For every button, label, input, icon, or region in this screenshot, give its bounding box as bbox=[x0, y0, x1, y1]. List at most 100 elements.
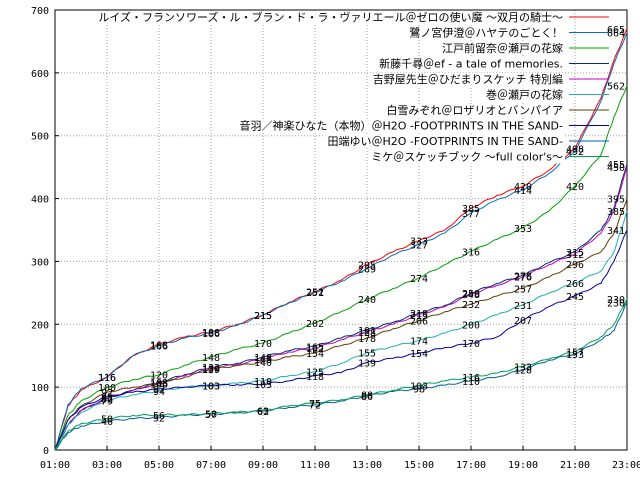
data-label: 118 bbox=[306, 372, 324, 383]
data-label: 128 bbox=[514, 366, 532, 377]
data-label: 316 bbox=[462, 247, 480, 258]
legend-label: 吉野屋先生＠ひだまりスケッチ 特別編 bbox=[373, 72, 563, 86]
series-line-3 bbox=[54, 85, 628, 451]
data-label: 82 bbox=[101, 394, 113, 405]
data-label: 116 bbox=[98, 373, 116, 384]
data-label: 103 bbox=[202, 381, 220, 392]
x-tick-label: 21:00 bbox=[560, 460, 590, 471]
data-label: 312 bbox=[566, 250, 584, 261]
data-label: 85 bbox=[101, 393, 113, 404]
data-label: 170 bbox=[462, 339, 480, 350]
legend-bg bbox=[384, 104, 565, 117]
data-label: 191 bbox=[358, 326, 376, 337]
data-label: 98 bbox=[413, 384, 425, 395]
data-label: 120 bbox=[150, 371, 168, 382]
data-label: 178 bbox=[358, 334, 376, 345]
data-label: 168 bbox=[150, 340, 168, 351]
data-label: 385 bbox=[607, 207, 625, 218]
data-label: 200 bbox=[462, 320, 480, 331]
data-label: 103 bbox=[410, 381, 428, 392]
data-label: 207 bbox=[514, 316, 532, 327]
y-tick-label: 600 bbox=[31, 69, 49, 80]
legend: ルイズ・フランソワーズ・ル・ブラン・ド・ラ・ヴァリエール＠ゼロの使い魔 ～双月の… bbox=[96, 10, 609, 164]
data-label: 52 bbox=[153, 413, 165, 424]
series-line-7 bbox=[54, 198, 628, 451]
y-tick-label: 300 bbox=[31, 257, 49, 268]
data-label: 108 bbox=[150, 378, 168, 389]
x-tick-label: 11:00 bbox=[300, 460, 330, 471]
data-label: 133 bbox=[514, 362, 532, 373]
data-label: 88 bbox=[361, 391, 373, 402]
data-label: 148 bbox=[254, 353, 272, 364]
data-label: 125 bbox=[306, 367, 324, 378]
legend-label: 白雪みぞれ＠ロザリオとバンパイア bbox=[386, 103, 563, 117]
series-line-2 bbox=[54, 32, 628, 451]
data-label: 240 bbox=[358, 295, 376, 306]
x-tick-label: 23:00 bbox=[612, 460, 640, 471]
legend-label: 新藤千尋＠ef - a tale of memories. bbox=[379, 57, 563, 71]
legend-label: 鷺ノ宮伊澄＠ハヤテのごとく！ bbox=[409, 26, 563, 40]
legend-bg bbox=[325, 135, 565, 148]
data-label: 218 bbox=[410, 309, 428, 320]
data-label: 106 bbox=[150, 379, 168, 390]
data-label: 110 bbox=[254, 377, 272, 388]
data-label: 420 bbox=[514, 182, 532, 193]
y-tick-label: 400 bbox=[31, 195, 49, 206]
data-label: 75 bbox=[309, 399, 321, 410]
data-label: 62 bbox=[257, 407, 269, 418]
data-label: 188 bbox=[358, 328, 376, 339]
data-label: 46 bbox=[101, 417, 113, 428]
legend-label: 巻＠瀬戸の花嫁 bbox=[486, 88, 563, 102]
data-label: 202 bbox=[306, 319, 324, 330]
legend-label: ミケ＠スケッチブック ～full color's～ bbox=[371, 150, 563, 164]
data-label: 166 bbox=[150, 342, 168, 353]
data-label: 72 bbox=[309, 401, 321, 412]
data-label: 162 bbox=[306, 344, 324, 355]
legend-bg bbox=[377, 57, 565, 71]
data-label: 56 bbox=[153, 411, 165, 422]
data-label: 266 bbox=[566, 279, 584, 290]
x-tick-label: 13:00 bbox=[352, 460, 382, 471]
data-label: 100 bbox=[98, 383, 116, 394]
data-label: 250 bbox=[462, 289, 480, 300]
data-label: 455 bbox=[607, 160, 625, 171]
x-tick-label: 17:00 bbox=[456, 460, 486, 471]
y-tick-label: 500 bbox=[31, 132, 49, 143]
data-label: 296 bbox=[566, 260, 584, 271]
legend-label: 音羽／神楽ひなた（本物）＠H2O -FOOTPRINTS IN THE SAND… bbox=[240, 119, 564, 133]
data-label: 420 bbox=[566, 182, 584, 193]
data-label: 94 bbox=[153, 387, 165, 398]
series-line-8 bbox=[54, 229, 628, 451]
data-label: 140 bbox=[254, 358, 272, 369]
data-label: 154 bbox=[410, 349, 428, 360]
y-tick-label: 100 bbox=[31, 383, 49, 394]
data-label: 186 bbox=[202, 329, 220, 340]
series-lines bbox=[54, 28, 628, 451]
data-label: 230 bbox=[607, 298, 625, 309]
data-label: 232 bbox=[462, 300, 480, 311]
data-label: 215 bbox=[254, 311, 272, 322]
data-label: 333 bbox=[410, 237, 428, 248]
data-label: 103 bbox=[202, 381, 220, 392]
data-label: 206 bbox=[410, 317, 428, 328]
data-label: 79 bbox=[101, 396, 113, 407]
data-label: 274 bbox=[410, 274, 428, 285]
data-label: 562 bbox=[607, 81, 625, 92]
data-label: 377 bbox=[462, 209, 480, 220]
data-label: 257 bbox=[514, 284, 532, 295]
data-label: 276 bbox=[514, 273, 532, 284]
series-line-9 bbox=[54, 302, 628, 451]
legend-bg bbox=[407, 26, 565, 40]
data-label: 498 bbox=[566, 144, 584, 155]
data-label: 252 bbox=[306, 288, 324, 299]
y-tick-label: 200 bbox=[31, 320, 49, 331]
data-label: 215 bbox=[410, 311, 428, 322]
data-label: 165 bbox=[306, 342, 324, 353]
legend-label: ルイズ・フランソワーズ・ル・ブラン・ド・ラ・ヴァリエール＠ゼロの使い魔 ～双月の… bbox=[98, 10, 563, 24]
x-tick-label: 07:00 bbox=[196, 460, 226, 471]
data-label: 450 bbox=[607, 163, 625, 174]
data-label: 155 bbox=[358, 349, 376, 360]
x-tick-label: 15:00 bbox=[404, 460, 434, 471]
data-label: 665 bbox=[607, 25, 625, 36]
data-label: 116 bbox=[98, 373, 116, 384]
